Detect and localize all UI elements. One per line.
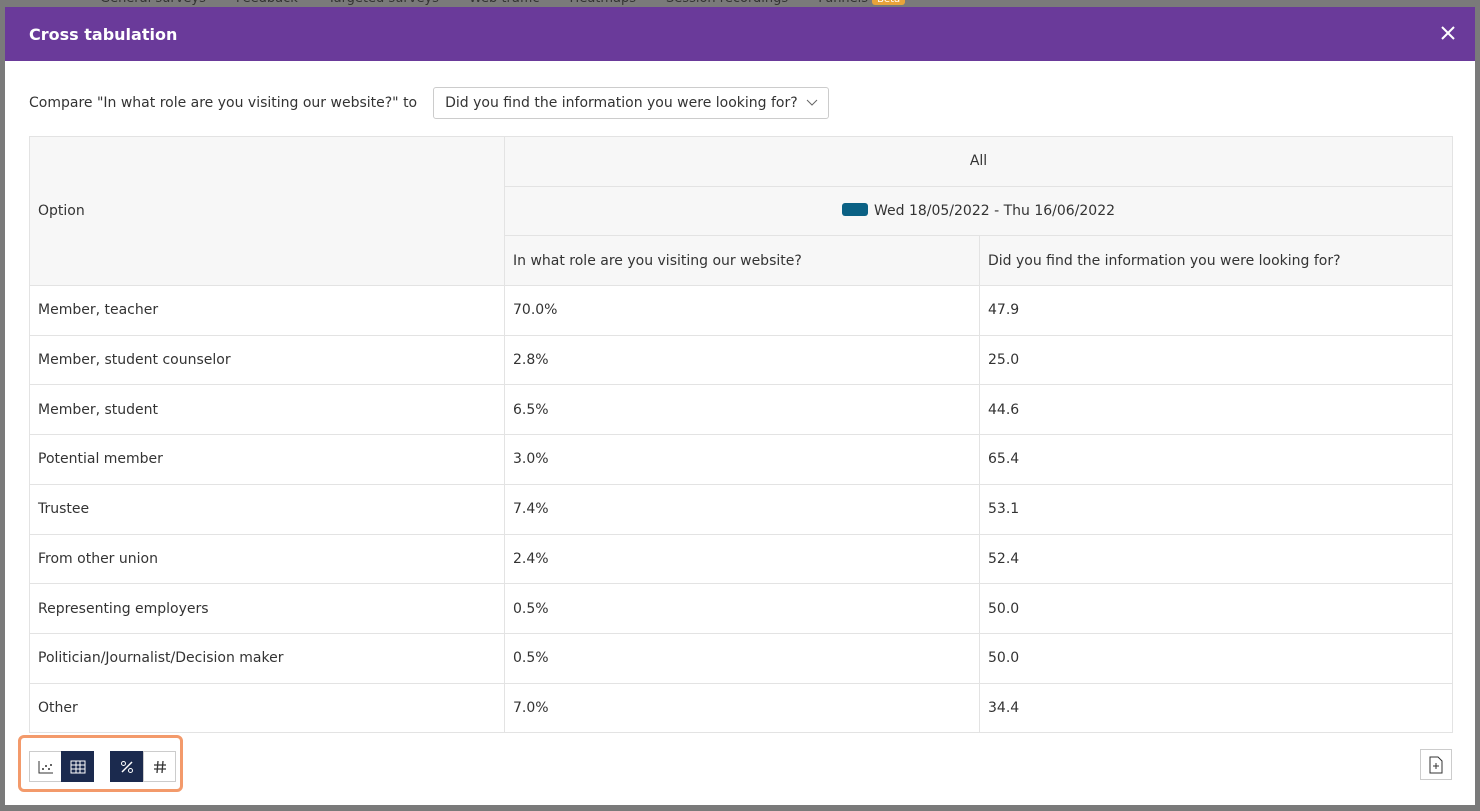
cell: 7.4% — [504, 483, 980, 535]
date-range: Wed 18/05/2022 - Thu 16/06/2022 — [873, 203, 1116, 220]
option-cell: From other union — [29, 533, 505, 585]
tab: FunnelsBeta — [818, 0, 906, 6]
cell: 47.9 — [979, 285, 1453, 336]
column-header: In what role are you visiting our websit… — [504, 235, 980, 287]
close-button[interactable] — [1441, 26, 1455, 40]
tab: Heatmaps — [570, 0, 637, 6]
modal: Cross tabulation Compare "In what role a… — [5, 7, 1475, 805]
cell: 50.0 — [979, 632, 1453, 684]
cell: 2.4% — [504, 533, 980, 585]
count-button[interactable] — [143, 751, 176, 782]
option-cell: Member, teacher — [29, 285, 505, 336]
cross-table: Option All Wed 18/05/2022 - Thu 16/06/20… — [29, 135, 1453, 734]
cell: 52.4 — [979, 533, 1453, 585]
option-header: Option — [29, 135, 505, 287]
table-view-button[interactable] — [61, 751, 94, 782]
dropdown-text: Did you find the information you were lo… — [445, 95, 798, 111]
option-cell: Member, student — [29, 384, 505, 436]
cell: 0.5% — [504, 632, 980, 684]
table-row: Member, teacher 70.0% 47.9 — [29, 285, 1453, 336]
column-header: Did you find the information you were lo… — [979, 235, 1453, 287]
table-row: Other 7.0% 34.4 — [29, 682, 1453, 734]
table-body: Member, teacher 70.0% 47.9 Member, student … — [29, 285, 1453, 734]
table-row: From other union 2.4% 52.4 — [29, 533, 1453, 585]
cell: 2.8% — [504, 334, 980, 386]
table-row: Member, student 6.5% 44.6 — [29, 384, 1453, 436]
table-row: Representing employers 0.5% 50.0 — [29, 583, 1453, 634]
percent-button[interactable] — [110, 751, 143, 782]
dropdown[interactable]: Did you find the information you were lo… — [433, 87, 829, 119]
cell: 34.4 — [979, 682, 1453, 734]
badge: Beta — [872, 0, 906, 5]
background-tabs: General surveys Feedback Targeted surveys W… — [100, 0, 906, 6]
cell: 70.0% — [504, 285, 980, 336]
view-toolbar — [18, 735, 183, 792]
cell: 3.0% — [504, 434, 980, 485]
option-cell: Representing employers — [29, 583, 505, 634]
option-cell: Potential member — [29, 434, 505, 485]
chart-view-button[interactable] — [29, 751, 62, 782]
compare-label: Compare "In what role are you visiting o… — [29, 95, 418, 111]
option-cell: Politician/Journalist/Decision maker — [29, 632, 505, 684]
table-row: Member, student counselor 2.8% 25.0 — [29, 334, 1453, 386]
cell: 53.1 — [979, 483, 1453, 535]
table-row: Potential member 3.0% 65.4 — [29, 434, 1453, 485]
cell: 6.5% — [504, 384, 980, 436]
table-row: Trustee 7.4% 53.1 — [29, 483, 1453, 535]
modal-header: Cross tabulation — [5, 7, 1475, 61]
option-cell: Other — [29, 682, 505, 734]
tab: Targeted surveys — [328, 0, 439, 6]
tab: General surveys — [100, 0, 206, 6]
tab: Feedback — [236, 0, 298, 6]
date-header: Wed 18/05/2022 - Thu 16/06/2022 — [504, 185, 1453, 237]
cell: 44.6 — [979, 384, 1453, 436]
tab: Web traffic — [469, 0, 540, 6]
cell: 65.4 — [979, 434, 1453, 485]
option-cell: Trustee — [29, 483, 505, 535]
export-button[interactable] — [1420, 749, 1452, 780]
cell: 0.5% — [504, 583, 980, 634]
table-row: Politician/Journalist/Decision maker 0.5%… — [29, 632, 1453, 684]
cell: 25.0 — [979, 334, 1453, 386]
cell: 50.0 — [979, 583, 1453, 634]
group-header: All — [504, 136, 1453, 187]
color-swatch — [841, 203, 868, 217]
compare-row: Compare "In what role are you visiting o… — [29, 87, 829, 119]
chevron — [806, 99, 818, 106]
cell: 7.0% — [504, 682, 980, 734]
tab: Session recordings — [666, 0, 788, 6]
option-cell: Member, student counselor — [29, 334, 505, 386]
modal-title: Cross tabulation — [29, 24, 178, 44]
